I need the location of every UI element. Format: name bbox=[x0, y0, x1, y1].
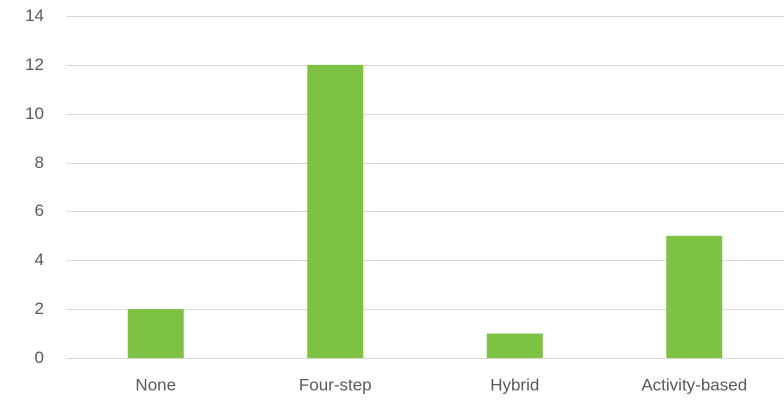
y-axis-tick-labels: 0 2 4 6 8 10 12 14 bbox=[25, 6, 44, 367]
y-tick-label: 12 bbox=[25, 55, 44, 74]
x-tick-label: None bbox=[135, 375, 176, 394]
x-tick-label: Hybrid bbox=[490, 375, 539, 394]
bar-none bbox=[127, 309, 184, 358]
y-tick-label: 6 bbox=[35, 201, 44, 220]
x-tick-label: Activity-based bbox=[641, 375, 747, 394]
y-tick-label: 14 bbox=[25, 6, 44, 25]
y-tick-label: 0 bbox=[35, 348, 44, 367]
bar-activity-based bbox=[666, 235, 723, 358]
x-axis-tick-labels: None Four-step Hybrid Activity-based bbox=[135, 375, 747, 394]
y-tick-label: 8 bbox=[35, 153, 44, 172]
bar-hybrid bbox=[486, 333, 543, 358]
bar-four-step bbox=[307, 64, 364, 358]
x-tick-label: Four-step bbox=[299, 375, 372, 394]
bars bbox=[127, 64, 723, 358]
y-tick-label: 10 bbox=[25, 104, 44, 123]
y-tick-label: 2 bbox=[35, 299, 44, 318]
y-tick-label: 4 bbox=[35, 250, 44, 269]
gridlines bbox=[66, 16, 784, 359]
